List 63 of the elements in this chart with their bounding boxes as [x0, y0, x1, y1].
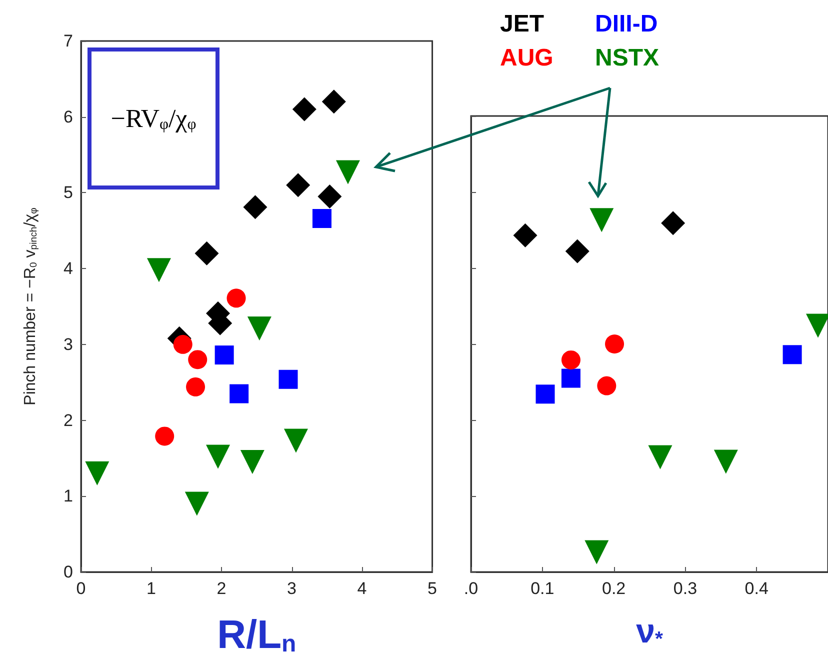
point: [155, 426, 174, 446]
point: [226, 288, 246, 308]
point: [648, 445, 672, 470]
x-tick-label: 0.4: [744, 579, 768, 598]
point: [286, 173, 310, 198]
x-tick-label: 0.1: [530, 579, 554, 598]
point: [146, 258, 171, 282]
point: [318, 184, 342, 209]
x-tick-label: 2: [216, 579, 226, 598]
x-tick-label: 5: [428, 579, 438, 598]
point: [173, 334, 192, 354]
point: [561, 350, 580, 370]
y-axis-title: Pinch number = −R0 vpinch/χφ: [22, 208, 40, 406]
point: [513, 223, 538, 248]
x-tick-label: .0: [464, 579, 478, 598]
y-tick-label: 1: [64, 486, 73, 506]
text: AUG: [500, 44, 554, 72]
point: [584, 540, 609, 564]
text: DIII-D: [595, 10, 658, 38]
y-tick-label: 3: [64, 334, 73, 354]
x-tick-label: 0: [76, 579, 86, 598]
point: [184, 492, 209, 516]
x-tick-label: 4: [357, 579, 367, 598]
point: [243, 195, 268, 220]
point: [188, 350, 208, 370]
x-tick-label: 3: [287, 579, 296, 598]
point: [214, 346, 234, 365]
point: [565, 239, 590, 264]
x-tick-label: 1: [146, 579, 156, 598]
point: [312, 209, 332, 228]
point: [782, 345, 802, 364]
y-tick-label: 6: [64, 107, 73, 126]
point: [278, 370, 298, 389]
y-tick-label: 7: [64, 32, 73, 50]
text: JET: [500, 10, 544, 38]
y-tick-label: 0: [64, 562, 73, 582]
point: [714, 450, 738, 474]
y-tick-label: 2: [64, 410, 73, 430]
point: [661, 211, 686, 236]
x-axis-title: ν*: [636, 612, 663, 651]
x-tick-label: 0.3: [673, 579, 698, 598]
y-tick-label: 4: [64, 259, 73, 278]
point: [561, 368, 580, 388]
point: [186, 377, 206, 396]
y-tick-label: 5: [64, 183, 73, 202]
annotation: −RVφ/χφ: [110, 104, 196, 133]
point: [597, 376, 616, 396]
point: [536, 384, 555, 404]
point: [247, 316, 272, 340]
text: NSTX: [595, 44, 660, 72]
point: [292, 97, 316, 122]
point: [590, 208, 614, 232]
point: [206, 444, 230, 469]
x-axis-title: R/Ln: [217, 613, 296, 658]
x-tick-label: 0.2: [602, 579, 626, 598]
point: [85, 461, 110, 486]
point: [605, 334, 624, 354]
point: [194, 241, 219, 266]
point: [240, 450, 264, 474]
point: [230, 384, 249, 404]
point: [284, 428, 308, 453]
point: [322, 90, 346, 114]
point: [336, 160, 360, 184]
